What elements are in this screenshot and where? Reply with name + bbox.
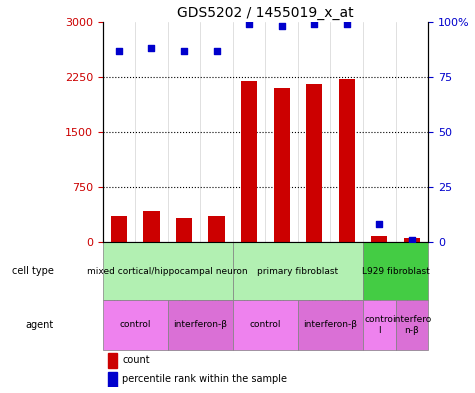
- Text: interferon-β: interferon-β: [304, 320, 358, 329]
- Bar: [233, 300, 298, 350]
- Point: [408, 237, 416, 243]
- Bar: [233, 242, 363, 300]
- Bar: [306, 84, 323, 242]
- Point: [310, 21, 318, 27]
- Bar: [103, 242, 233, 300]
- Point: [148, 45, 155, 51]
- Bar: [176, 219, 192, 242]
- Text: agent: agent: [26, 320, 54, 330]
- Text: cell type: cell type: [12, 266, 54, 276]
- Title: GDS5202 / 1455019_x_at: GDS5202 / 1455019_x_at: [177, 6, 354, 20]
- Text: mixed cortical/hippocampal neuron: mixed cortical/hippocampal neuron: [87, 266, 248, 275]
- Text: interferon-β: interferon-β: [173, 320, 227, 329]
- Bar: [371, 236, 388, 242]
- Bar: [103, 300, 168, 350]
- Bar: [107, 353, 117, 368]
- Text: control: control: [250, 320, 281, 329]
- Text: contro
l: contro l: [365, 315, 394, 334]
- Text: interfero
n-β: interfero n-β: [392, 315, 431, 334]
- Point: [213, 48, 220, 54]
- Bar: [396, 300, 428, 350]
- Text: primary fibroblast: primary fibroblast: [257, 266, 339, 275]
- Text: count: count: [122, 355, 150, 365]
- Bar: [241, 81, 257, 242]
- Text: control: control: [119, 320, 151, 329]
- Bar: [168, 300, 233, 350]
- Text: L929 fibroblast: L929 fibroblast: [361, 266, 429, 275]
- Point: [278, 23, 285, 29]
- Bar: [298, 300, 363, 350]
- Bar: [209, 216, 225, 242]
- Bar: [107, 371, 117, 387]
- Text: percentile rank within the sample: percentile rank within the sample: [122, 374, 287, 384]
- Bar: [404, 238, 420, 242]
- Point: [115, 48, 123, 54]
- Bar: [363, 300, 396, 350]
- Bar: [339, 79, 355, 242]
- Point: [375, 221, 383, 228]
- Point: [245, 21, 253, 27]
- Point: [180, 48, 188, 54]
- Bar: [111, 216, 127, 242]
- Bar: [363, 242, 428, 300]
- Bar: [274, 88, 290, 242]
- Point: [343, 21, 351, 27]
- Bar: [143, 211, 160, 242]
